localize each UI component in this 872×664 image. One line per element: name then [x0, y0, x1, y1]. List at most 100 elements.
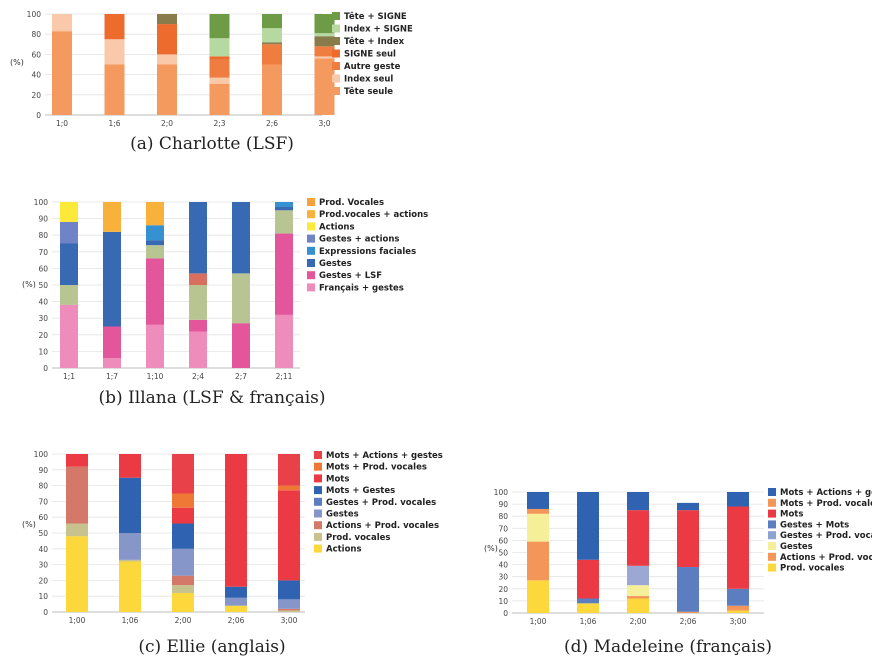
- legend-label: Français + gestes: [319, 283, 404, 293]
- legend-swatch: [768, 488, 776, 496]
- bar-segment: [577, 598, 599, 604]
- bar-segment: [262, 42, 282, 45]
- x-tick-label: 1;7: [106, 372, 118, 381]
- panel-caption: (b) Illana (LSF & français): [98, 388, 325, 408]
- bar-segment: [314, 36, 335, 47]
- y-tick-label: 80: [498, 512, 508, 521]
- legend-swatch: [314, 462, 322, 471]
- legend-label: Gestes: [319, 259, 352, 269]
- x-tick-label: 3;00: [281, 616, 298, 625]
- legend-label: Prod.vocales + actions: [319, 210, 428, 220]
- x-tick-label: 1;10: [147, 372, 164, 381]
- legend-swatch: [332, 49, 340, 58]
- bar-segment: [278, 608, 300, 611]
- bar-segment: [172, 585, 194, 594]
- bar-segment: [104, 39, 125, 65]
- legend-label: Tête + Index: [344, 36, 405, 47]
- x-tick-label: 2;06: [680, 617, 697, 626]
- bar-segment: [146, 225, 164, 241]
- legend-swatch: [314, 486, 322, 495]
- bar-segment: [189, 273, 207, 285]
- x-tick-label: 2;00: [630, 617, 647, 626]
- legend-swatch: [332, 74, 340, 83]
- legend-label: Mots: [780, 510, 803, 520]
- chart-illana: 0 10 20 30 40 50 60 70 80 90 100 (%) 1;1 1;7 1;10 2;4 2;…: [22, 198, 428, 408]
- legend-swatch: [314, 451, 322, 459]
- bar-segment: [577, 603, 599, 613]
- y-axis-label: (%): [22, 520, 36, 529]
- legend-swatch: [768, 552, 776, 561]
- bar-segment: [727, 492, 749, 507]
- y-tick-label: 20: [38, 576, 48, 585]
- legend-swatch: [314, 497, 322, 506]
- bar-segment: [527, 492, 549, 509]
- bar-segment: [103, 202, 121, 232]
- bar-segment: [627, 565, 649, 586]
- bar-segment: [172, 548, 194, 576]
- bar-segment: [262, 28, 282, 43]
- y-tick-label: 80: [38, 231, 48, 240]
- bar-segment: [103, 231, 121, 327]
- legend-label: Mots + Actions + gestes: [326, 451, 443, 461]
- x-tick-label: 2;6: [266, 119, 278, 128]
- legend-label: Actions + Prod. vocales: [780, 553, 872, 563]
- bar-segment: [262, 14, 282, 29]
- y-tick-label: 80: [38, 482, 48, 491]
- legend-label: Actions + Prod. vocales: [326, 521, 439, 531]
- y-tick-label: 10: [498, 597, 508, 606]
- legend-swatch: [768, 498, 776, 507]
- y-tick-label: 30: [38, 314, 48, 323]
- bar-segment: [262, 64, 282, 115]
- y-tick-label: 40: [498, 561, 508, 570]
- bar-segment: [209, 14, 230, 39]
- y-tick-label: 100: [34, 198, 49, 207]
- legend-label: Mots + Gestes: [326, 486, 395, 496]
- bar-segment: [146, 245, 164, 259]
- bar-segment: [225, 454, 247, 587]
- legend-swatch: [332, 12, 340, 20]
- y-tick-label: 60: [31, 50, 41, 59]
- y-tick-label: 90: [38, 215, 48, 224]
- chart-ellie: 0 10 20 30 40 50 60 70 80 90 100 (%) 1;00 1;06 2;00 2;0…: [22, 450, 443, 657]
- y-tick-label: 40: [31, 71, 41, 80]
- bar-segment: [527, 513, 549, 542]
- y-tick-label: 60: [38, 513, 48, 522]
- y-tick-label: 20: [38, 331, 48, 340]
- y-tick-label: 70: [38, 497, 48, 506]
- y-tick-label: 40: [38, 298, 48, 307]
- y-tick-label: 0: [503, 609, 508, 618]
- x-tick-label: 1;06: [580, 617, 597, 626]
- bar-segment: [119, 533, 141, 560]
- legend-label: Gestes: [780, 542, 813, 552]
- bar-segment: [232, 202, 250, 274]
- legend-swatch: [314, 521, 322, 530]
- legend-swatch: [314, 509, 322, 518]
- bar-segment: [232, 273, 250, 324]
- legend-swatch: [307, 283, 315, 292]
- y-tick-label: 40: [38, 545, 48, 554]
- bar-segment: [627, 596, 649, 599]
- bar-segment: [146, 324, 164, 368]
- legend-swatch: [332, 87, 340, 95]
- x-tick-label: 2;3: [213, 119, 225, 128]
- y-tick-label: 100: [34, 450, 49, 459]
- y-tick-label: 20: [31, 91, 41, 100]
- panel-caption: (a) Charlotte (LSF): [130, 134, 294, 154]
- y-tick-label: 0: [36, 111, 41, 120]
- bar-segment: [225, 586, 247, 598]
- bar-segment: [677, 510, 699, 568]
- bar-segment: [103, 358, 121, 368]
- bar-segment: [209, 77, 230, 84]
- panel-caption: (d) Madeleine (français): [564, 637, 772, 657]
- bar-segment: [677, 567, 699, 612]
- bar-segment: [627, 510, 649, 566]
- y-tick-label: 80: [31, 30, 41, 39]
- bar-segment: [103, 326, 121, 359]
- bar-segment: [527, 580, 549, 613]
- bar-segment: [60, 221, 78, 244]
- bar-segment: [66, 536, 88, 612]
- legend-label: Actions: [319, 222, 355, 232]
- bar-segment: [278, 485, 300, 491]
- bar-segment: [60, 285, 78, 305]
